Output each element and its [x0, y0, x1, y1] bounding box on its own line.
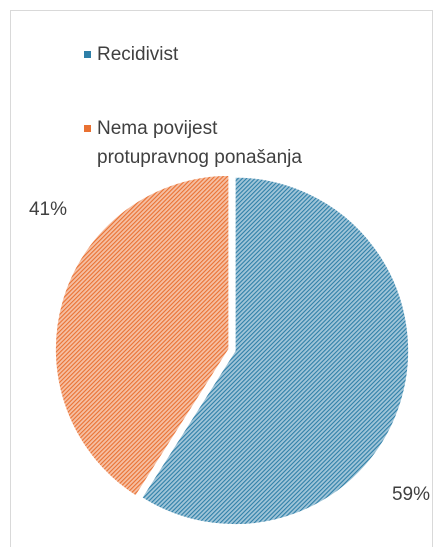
data-label: 59% [392, 484, 430, 505]
chart-border [10, 10, 433, 547]
legend-swatch [84, 125, 91, 132]
pie-slice [54, 174, 230, 498]
legend-swatch [84, 51, 91, 58]
legend-item: Nema povijest protupravnog ponašanja [84, 114, 334, 172]
data-label: 41% [29, 199, 67, 220]
legend-label: Nema povijest protupravnog ponašanja [97, 118, 302, 168]
pie-slice [140, 176, 410, 526]
legend-label: Recidivist [97, 44, 179, 65]
legend-item: Recidivist [84, 40, 334, 69]
